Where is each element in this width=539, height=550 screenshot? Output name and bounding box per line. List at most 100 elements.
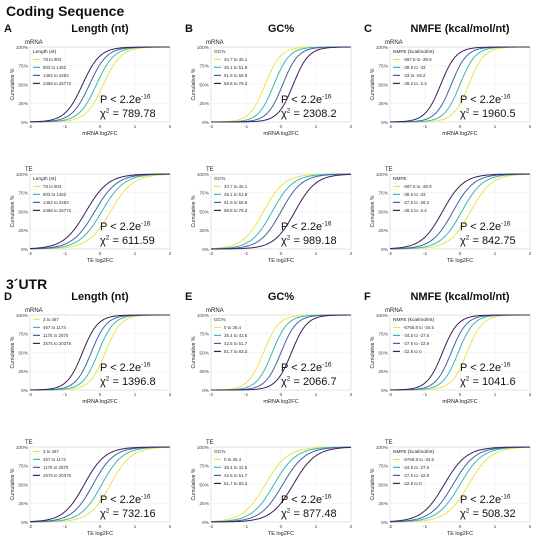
chi-square: χ2 = 2308.2: [281, 108, 337, 121]
x-tick-label: -2: [28, 524, 33, 530]
p-value: P < 2.2e-16: [100, 221, 151, 234]
legend-label-3: 51.9 to 58.8: [224, 200, 248, 205]
legend-label-2: -38.9 to -33: [403, 65, 426, 70]
panel-letter: F: [364, 291, 371, 303]
x-tick-label: -1: [63, 124, 68, 130]
legend-label-1: 3 to 467: [43, 317, 59, 322]
x-tick-label: -1: [63, 251, 68, 257]
series-line-1: [29, 173, 171, 250]
legend-label-1: 34.7 to 45.1: [224, 184, 248, 189]
panel-d-te: TE 0% 25% 50% 75% 100% -2 -1 0 1 2 TE log2FC Cumulat…: [10, 440, 172, 537]
legend-label-3: 42.5 to 51.7: [224, 473, 248, 478]
legend-label-2: -34.5 to -27.6: [403, 465, 430, 470]
series-line-4: [29, 46, 170, 123]
x-axis-label: TE log2FC: [447, 531, 473, 537]
legend-label-1: -697.6 to -38.9: [403, 184, 432, 189]
legend-label-1: -697.6 to -38.9: [403, 57, 432, 62]
x-tick-label: 1: [494, 251, 497, 257]
legend: NMFE (kcal/mol/nt) -697.6 to -38.9 -38.9 t…: [393, 49, 434, 86]
y-tick-label: 75%: [18, 332, 28, 338]
y-tick-label: 75%: [199, 191, 209, 197]
column-title: GC%: [268, 23, 295, 35]
y-axis-label: Cumulative %: [370, 68, 376, 100]
x-tick-label: -2: [209, 392, 214, 398]
series-line-1: [389, 446, 531, 523]
chi-square: χ2 = 789.78: [100, 108, 156, 121]
legend-label-1: -6768.8 to -34.5: [403, 457, 435, 462]
series-line-4: [211, 46, 352, 123]
y-tick-label: 50%: [378, 482, 388, 488]
x-tick-label: -1: [244, 392, 249, 398]
legend-title: Length (nt): [33, 49, 57, 55]
legend: NMFE (kcal/mol/nt) -6768.8 to -34.5 -34.5 …: [393, 449, 435, 486]
y-axis-label: Cumulative %: [370, 336, 376, 368]
chi-square: χ2 = 877.48: [281, 508, 337, 521]
y-tick-label: 100%: [16, 313, 29, 319]
series-line-3: [210, 446, 352, 523]
legend-label-4: 51.7 to 83.3: [224, 349, 248, 354]
y-axis-label: Cumulative %: [10, 68, 16, 100]
x-tick-label: -2: [388, 251, 393, 257]
y-tick-label: 75%: [378, 191, 388, 197]
legend-label-2: 467 to 1174: [43, 457, 66, 462]
legend-label-3: 1175 to 2570: [43, 333, 69, 338]
x-tick-label: 1: [494, 392, 497, 398]
row-label: mRNA: [206, 308, 224, 314]
p-value: P < 2.2e-16: [281, 494, 332, 507]
legend-label-2: 45.1 to 51.9: [224, 65, 248, 70]
x-axis-label: TE log2FC: [87, 531, 113, 537]
legend-label-4: 2575 to 20376: [43, 341, 72, 346]
panel-d-mrna: D Length (nt) mRNA 0% 25% 50% 75% 100% -2 -1 0 1 2 mR…: [4, 291, 172, 405]
y-tick-label: 75%: [199, 464, 209, 470]
panel-c-te: TE 0% 25% 50% 75% 100% -2 -1 0 1 2 TE log2FC Cumulat…: [370, 167, 532, 264]
y-tick-label: 50%: [378, 82, 388, 88]
y-tick-label: 50%: [18, 209, 28, 215]
x-tick-label: -1: [423, 251, 428, 257]
legend-label-1: 78 to 903: [43, 184, 62, 189]
x-axis-label: mRNA log2FC: [442, 131, 477, 137]
legend-label-2: 467 to 1174: [43, 325, 66, 330]
legend-label-4: 2466 to 26772: [43, 81, 72, 86]
chi-square: χ2 = 1041.6: [460, 376, 516, 389]
legend-label-3: 1175 to 2570: [43, 465, 69, 470]
y-tick-label: 50%: [199, 82, 209, 88]
series-line-4: [211, 314, 352, 391]
legend-label-4: 58.8 to 78.3: [224, 208, 248, 213]
y-tick-label: 0%: [21, 247, 29, 253]
series-line-2: [29, 173, 171, 250]
legend-title: GC%: [214, 49, 226, 55]
legend: Length (nt) 78 to 903 903 to 1462 1462 to 2…: [33, 49, 72, 86]
y-tick-label: 25%: [18, 101, 28, 107]
x-tick-label: 1: [134, 124, 137, 130]
y-tick-label: 0%: [202, 120, 210, 126]
p-value: P < 2.2e-16: [460, 362, 511, 375]
p-value: P < 2.2e-16: [281, 94, 332, 107]
legend-label-2: -34.5 to -27.6: [403, 333, 430, 338]
series-line-2: [210, 446, 352, 523]
x-axis-label: TE log2FC: [268, 531, 294, 537]
chi-square: χ2 = 611.59: [100, 235, 155, 248]
y-tick-label: 50%: [18, 350, 28, 356]
panel-b-te: TE 0% 25% 50% 75% 100% -2 -1 0 1 2 TE log2FC Cumulat…: [191, 167, 353, 264]
legend-title: Length (nt): [33, 176, 57, 182]
y-tick-label: 75%: [199, 332, 209, 338]
x-axis-label: mRNA log2FC: [82, 399, 117, 405]
y-axis-label: Cumulative %: [191, 468, 197, 500]
p-value: P < 2.2e-16: [100, 494, 151, 507]
x-tick-label: 2: [169, 392, 172, 398]
y-tick-label: 100%: [197, 445, 210, 451]
panel-letter: B: [185, 23, 193, 35]
legend-label-2: 45.1 to 51.9: [224, 192, 248, 197]
x-tick-label: -2: [209, 251, 214, 257]
y-axis-label: Cumulative %: [191, 68, 197, 100]
y-tick-label: 25%: [378, 228, 388, 234]
y-tick-label: 100%: [376, 445, 389, 451]
x-tick-label: -2: [388, 524, 393, 530]
x-axis-label: mRNA log2FC: [263, 131, 298, 137]
legend-title: NMFE (kcal/mol/nt): [393, 317, 434, 323]
